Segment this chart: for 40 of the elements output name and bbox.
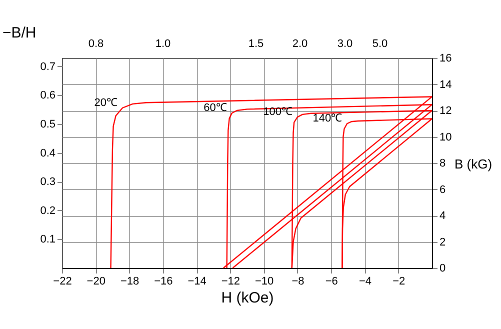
x-tick-label: −16 — [154, 276, 173, 288]
x-tick-label: −12 — [221, 276, 240, 288]
x-tick-label: −14 — [188, 276, 206, 288]
annotation: 60℃ — [204, 102, 227, 114]
annotation: 100℃ — [263, 106, 292, 118]
y-axis-title: B (kG) — [454, 156, 492, 172]
y2-tick-label: 0.4 — [40, 147, 56, 160]
y-tick-label: 2 — [440, 236, 446, 248]
x-tick-label: −18 — [120, 276, 140, 288]
y-tick-label: 14 — [440, 78, 452, 91]
y-tick-label: 8 — [440, 158, 446, 170]
y-tick-label: 12 — [440, 105, 452, 117]
x-tick-label: −22 — [53, 276, 72, 288]
y2-tick-label: 0.5 — [40, 118, 56, 130]
y-tick-label: 0 — [440, 262, 446, 274]
text: 1.0 — [155, 38, 171, 50]
x-tick-label: −10 — [254, 276, 274, 288]
text: 1.5 — [248, 38, 264, 50]
y2-tick-label: 0.6 — [40, 90, 56, 102]
x-tick-label: −6 — [325, 276, 338, 288]
annotation: 140℃ — [312, 112, 342, 125]
text: 2.0 — [292, 38, 308, 50]
x-tick-label: −4 — [358, 276, 372, 288]
text: 3.0 — [337, 38, 353, 50]
y2-axis-title: −B/H — [2, 24, 36, 42]
annotation: 20℃ — [94, 96, 118, 109]
y2-tick-label: 0.7 — [40, 60, 56, 73]
text: 5.0 — [372, 38, 388, 50]
y2-tick-label: 0.2 — [40, 204, 56, 217]
y2-tick-label: 0.3 — [40, 176, 56, 188]
x-axis-title: H (kOe) — [221, 290, 274, 306]
x-tick-label: −20 — [86, 276, 106, 288]
y2-tick-label: 0.1 — [40, 234, 56, 246]
y-tick-label: 4 — [440, 210, 446, 222]
text: 0.8 — [88, 38, 104, 50]
x-tick-label: −2 — [392, 276, 406, 288]
y-tick-label: 10 — [440, 131, 452, 144]
y-tick-label: 6 — [440, 184, 446, 196]
y-tick-label: 16 — [440, 52, 452, 64]
x-tick-label: −8 — [292, 276, 304, 288]
